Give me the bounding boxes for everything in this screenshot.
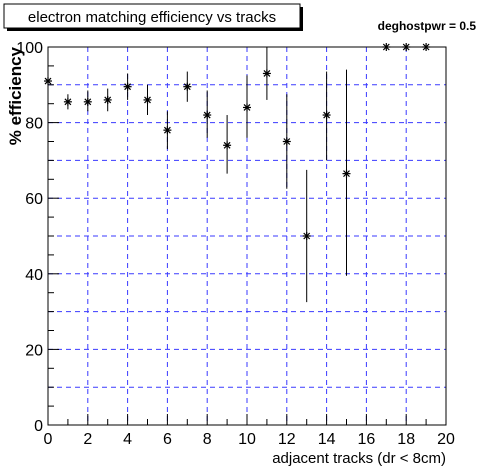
y-tick-labels: 0 20 40 60 80 100 — [16, 40, 43, 435]
point-marker — [123, 82, 132, 91]
point-marker — [103, 95, 112, 104]
y-tick-label: 40 — [25, 267, 43, 284]
annotation-text: deghostpwr = 0.5 — [378, 19, 477, 33]
data-point — [83, 90, 92, 112]
data-point — [302, 169, 311, 303]
title-box-shadow — [300, 7, 303, 31]
x-tick-label: 6 — [163, 431, 172, 448]
data-point — [183, 71, 192, 102]
point-marker — [203, 111, 212, 120]
x-tick-label: 2 — [83, 431, 92, 448]
data-point — [44, 77, 52, 86]
point-marker — [243, 103, 251, 112]
point-marker — [83, 97, 92, 106]
x-tick-label: 16 — [358, 431, 376, 448]
data-point — [143, 84, 152, 116]
point-marker — [402, 43, 411, 51]
point-marker — [183, 82, 192, 91]
x-axis-label: adjacent tracks (dr < 8cm) — [272, 450, 446, 467]
point-marker — [63, 97, 72, 106]
point-marker — [143, 95, 152, 104]
data-point — [243, 75, 251, 138]
y-tick-label: 20 — [25, 342, 43, 359]
y-tick-label: 100 — [16, 40, 43, 57]
axis-ticks — [47, 46, 447, 426]
x-tick-label: 4 — [123, 431, 132, 448]
data-point — [203, 90, 212, 138]
point-marker — [382, 43, 391, 51]
data-point — [262, 47, 271, 100]
point-marker — [322, 111, 331, 120]
x-tick-label: 20 — [437, 431, 455, 448]
data-point — [382, 43, 391, 51]
y-tick-label: 60 — [25, 191, 43, 208]
x-tick-label: 0 — [44, 431, 53, 448]
x-tick-label: 8 — [203, 431, 212, 448]
data-point — [402, 43, 411, 51]
data-point — [123, 73, 132, 100]
point-marker — [262, 69, 271, 78]
data-point — [103, 88, 112, 112]
title-box-shadow-bottom — [7, 28, 303, 31]
x-tick-labels: 0 2 4 6 8 10 12 14 16 18 20 — [44, 431, 455, 448]
y-tick-label: 0 — [34, 418, 43, 435]
x-tick-label: 14 — [318, 431, 336, 448]
data-point — [223, 115, 232, 174]
point-marker — [223, 141, 232, 150]
data-point — [422, 43, 431, 51]
title-box — [3, 3, 301, 29]
point-marker — [342, 169, 351, 178]
data-point — [282, 94, 291, 189]
point-marker — [302, 232, 311, 240]
data-point — [342, 69, 351, 276]
data-point — [322, 71, 331, 161]
point-marker — [422, 43, 431, 51]
x-tick-label: 12 — [278, 431, 296, 448]
point-marker — [163, 126, 172, 135]
chart-title: electron matching efficiency vs tracks — [28, 9, 276, 26]
y-tick-label: 80 — [25, 116, 43, 133]
data-point — [163, 111, 172, 150]
point-marker — [44, 77, 52, 86]
x-tick-label: 10 — [238, 431, 256, 448]
point-marker — [282, 137, 291, 146]
data-point — [63, 94, 72, 110]
grid — [48, 47, 446, 425]
x-tick-label: 18 — [397, 431, 415, 448]
y-axis-label: % efficiency — [6, 46, 25, 145]
data-points — [44, 43, 431, 303]
